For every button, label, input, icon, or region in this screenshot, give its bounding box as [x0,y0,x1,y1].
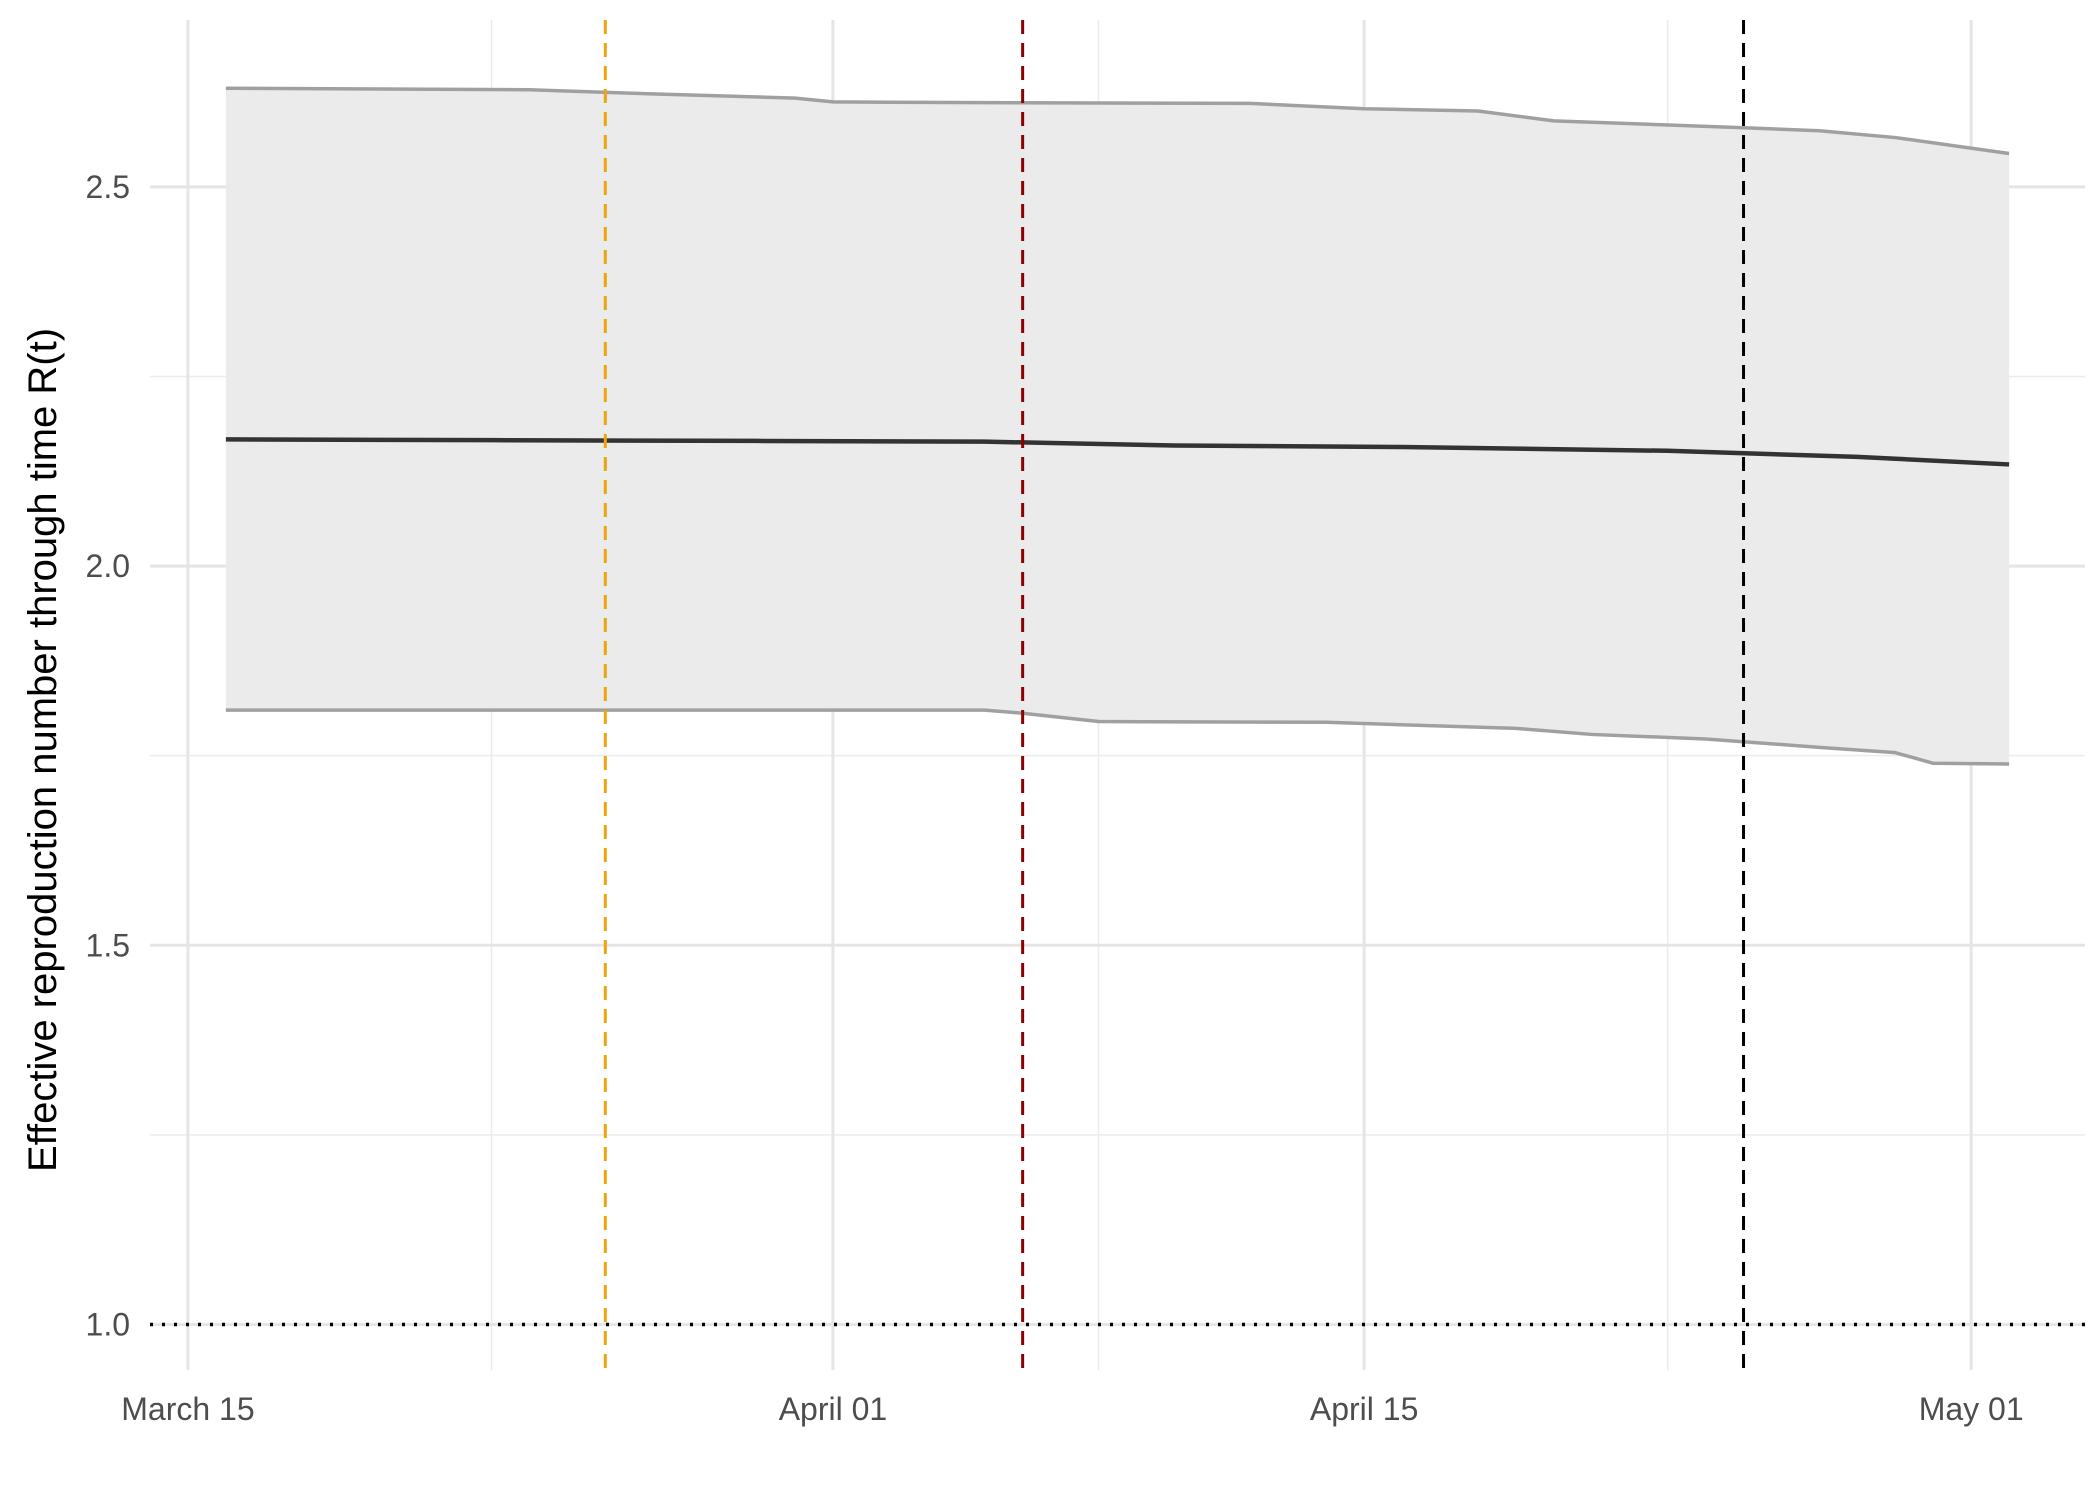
y-tick-label: 1.0 [86,1306,130,1342]
x-tick-label: May 01 [1919,1391,2024,1427]
series-lines [225,86,2010,766]
y-tick-label: 2.5 [86,169,130,205]
y-axis-title: Effective reproduction number through ti… [21,328,65,1172]
y-tick-label: 1.5 [86,927,130,963]
lower-bound-line [225,708,2010,766]
median-line [225,437,2010,467]
x-tick-label: April 15 [1310,1391,1419,1427]
upper-bound-line [225,86,2010,156]
x-tick-label: April 01 [779,1391,888,1427]
reference-lines [150,20,2085,1370]
confidence-ribbon [225,88,2010,765]
y-tick-label: 2.0 [86,548,130,584]
y-axis-ticks: 1.0 1.5 2.0 2.5 [86,169,130,1343]
x-tick-label: March 15 [121,1391,254,1427]
x-axis-ticks: March 15 April 01 April 15 May 01 [121,1391,2023,1427]
ribbon-area [225,88,2010,765]
